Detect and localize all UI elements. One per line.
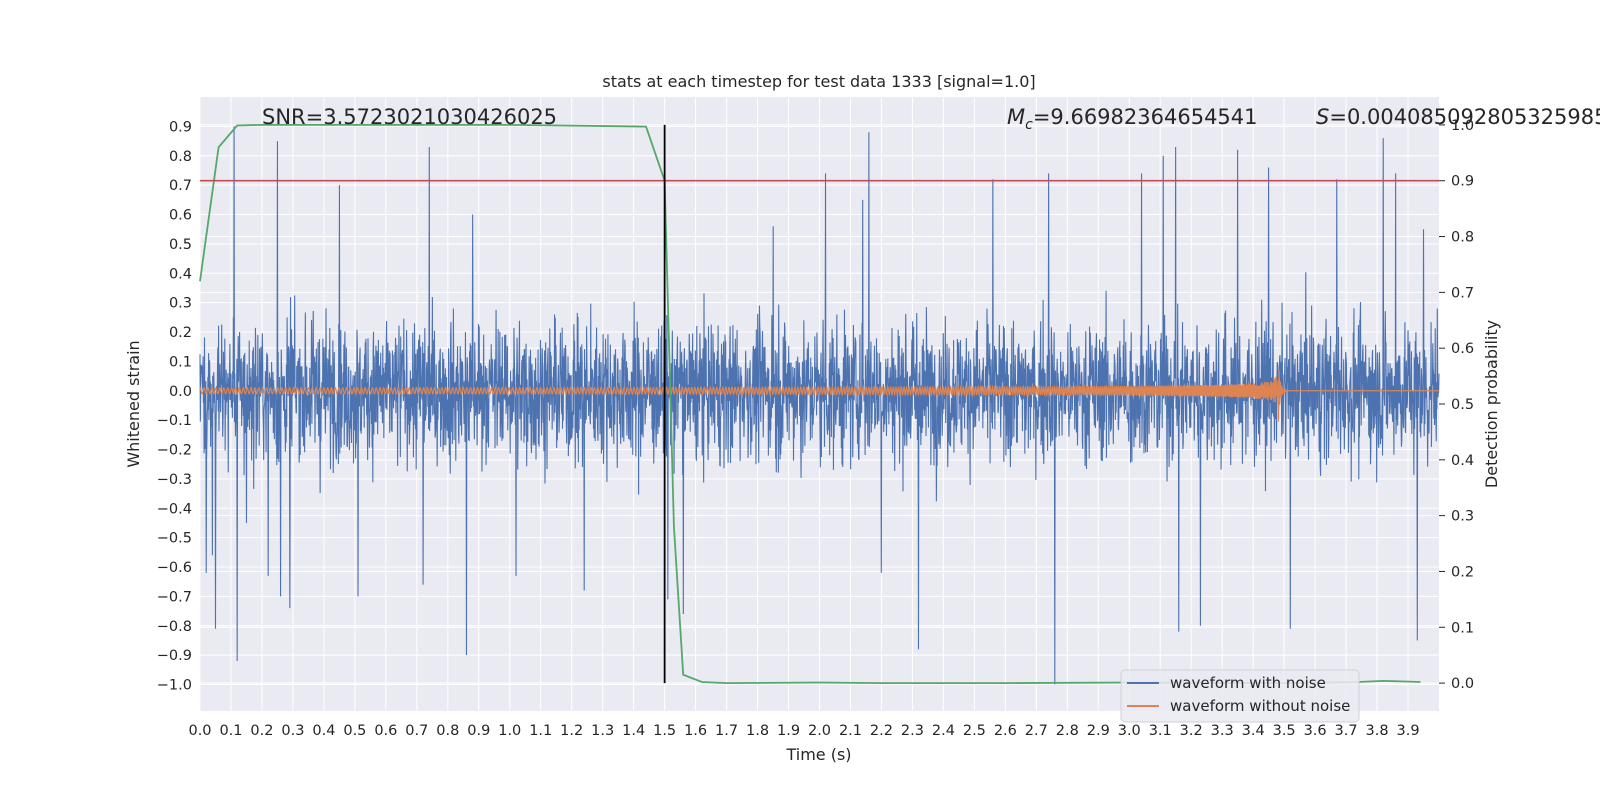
y-tick-label: 0.5 — [169, 237, 192, 253]
reference-lines — [200, 124, 1439, 684]
legend-box — [1120, 669, 1360, 723]
y-tick-label: −0.8 — [157, 619, 192, 635]
y-right-tick-label: 0.1 — [1451, 620, 1474, 636]
y-tick-label: 0.2 — [169, 325, 192, 341]
x-tick-label: 1.6 — [684, 723, 707, 739]
y-right-tick-label: 0.9 — [1451, 174, 1474, 190]
x-tick-label: 3.8 — [1366, 723, 1389, 739]
y-tick-label: −0.6 — [157, 560, 192, 576]
waveform-with-noise-line — [199, 126, 1440, 685]
y-right-tick-label: 0.0 — [1451, 676, 1474, 692]
x-tick-label: 1.4 — [622, 723, 645, 739]
s-symbol: S — [1316, 105, 1329, 129]
waveform-without-noise-line — [199, 369, 1439, 422]
y-tick-label: 0.6 — [169, 208, 192, 224]
x-tick-label: 2.1 — [839, 723, 862, 739]
y-tick-label: −0.3 — [157, 472, 192, 488]
legend: waveform with noise waveform without noi… — [1120, 669, 1360, 723]
x-tick-label: 0.1 — [219, 723, 242, 739]
chirp-mass-value: =9.66982364654541 — [1033, 105, 1258, 129]
y-tick-label: −0.1 — [157, 413, 192, 429]
legend-label-noise: waveform with noise — [1170, 674, 1326, 692]
y-tick-label: −0.4 — [157, 501, 192, 517]
x-tick-label: 3.4 — [1242, 723, 1265, 739]
y-axis-ticks: 0.9 0.8 0.7 0.6 0.5 0.4 0.3 0.2 0.1 0.0 −0.1 −0.2 −0… — [157, 119, 192, 693]
s-value: =0.004085092805325985 — [1329, 105, 1600, 129]
x-tick-label: 0.7 — [405, 723, 428, 739]
x-tick-label: 1.8 — [746, 723, 769, 739]
x-tick-label: 0.4 — [312, 723, 335, 739]
y-right-tick-label: 0.3 — [1451, 509, 1474, 525]
chirp-mass-symbol: M — [1007, 105, 1025, 129]
x-tick-label: 2.4 — [932, 723, 955, 739]
x-tick-label: 0.8 — [436, 723, 459, 739]
s-annotation: S=0.004085092805325985 — [1316, 105, 1600, 129]
y-tick-label: −0.2 — [157, 443, 192, 459]
y-right-tick-label: 0.6 — [1451, 341, 1474, 357]
x-tick-label: 1.5 — [653, 723, 676, 739]
x-tick-label: 2.6 — [994, 723, 1017, 739]
y-right-axis-ticks: 1.0 0.9 0.8 0.7 0.6 0.5 0.4 0.3 0.2 0.1 0.0 — [1439, 118, 1474, 692]
x-tick-label: 2.9 — [1087, 723, 1110, 739]
y-tick-label: −1.0 — [157, 678, 192, 694]
legend-label-clean: waveform without noise — [1170, 697, 1350, 715]
x-tick-label: 1.9 — [777, 723, 800, 739]
x-tick-label: 2.8 — [1056, 723, 1079, 739]
y-tick-label: −0.7 — [157, 589, 192, 605]
x-tick-label: 2.2 — [870, 723, 893, 739]
y-tick-label: 0.3 — [169, 296, 192, 312]
x-tick-label: 3.6 — [1304, 723, 1327, 739]
grid — [199, 97, 1439, 711]
x-tick-label: 0.5 — [343, 723, 366, 739]
x-tick-label: 2.0 — [808, 723, 831, 739]
y-right-tick-label: 0.4 — [1451, 453, 1474, 469]
chirp-mass-annotation: Mc=9.66982364654541 — [1007, 105, 1258, 133]
chirp-mass-subscript: c — [1025, 117, 1033, 133]
x-tick-label: 0.0 — [188, 723, 211, 739]
y-right-tick-label: 0.7 — [1451, 285, 1474, 301]
y-tick-label: 0.8 — [169, 149, 192, 165]
y-tick-label: 0.9 — [169, 119, 192, 135]
y-right-tick-label: 1.0 — [1451, 118, 1474, 134]
y-tick-label: −0.9 — [157, 648, 192, 664]
x-tick-label: 3.0 — [1118, 723, 1141, 739]
x-tick-label: 3.7 — [1335, 723, 1358, 739]
x-tick-label: 3.5 — [1273, 723, 1296, 739]
x-tick-label: 1.0 — [498, 723, 521, 739]
snr-annotation: SNR=3.5723021030426025 — [262, 105, 557, 129]
x-tick-label: 2.5 — [963, 723, 986, 739]
x-tick-label: 3.2 — [1180, 723, 1203, 739]
y-right-tick-label: 0.5 — [1451, 397, 1474, 413]
x-axis-label: Time (s) — [785, 745, 851, 764]
y-tick-label: 0.7 — [169, 178, 192, 194]
x-tick-label: 1.2 — [560, 723, 583, 739]
x-axis-ticks: 0.0 0.1 0.2 0.3 0.4 0.5 0.6 0.7 0.8 0.9 1.0 1.1 1.2 1… — [188, 723, 1419, 739]
x-tick-label: 3.9 — [1396, 723, 1419, 739]
y-tick-label: −0.5 — [157, 531, 192, 547]
chart-title: stats at each timestep for test data 133… — [602, 72, 1035, 91]
x-tick-label: 0.9 — [467, 723, 490, 739]
x-tick-label: 2.3 — [901, 723, 924, 739]
x-tick-label: 3.3 — [1211, 723, 1234, 739]
x-tick-label: 1.7 — [715, 723, 738, 739]
y-right-tick-label: 0.8 — [1451, 230, 1474, 246]
y-tick-label: 0.4 — [169, 266, 192, 282]
y-right-axis-label: Detection probability — [1482, 320, 1501, 488]
x-tick-label: 0.3 — [281, 723, 304, 739]
y-tick-label: 0.1 — [169, 354, 192, 370]
waveform-without-noise-series — [199, 369, 1439, 422]
x-tick-label: 0.2 — [250, 723, 273, 739]
y-axis-label: Whitened strain — [124, 340, 143, 467]
x-tick-label: 3.1 — [1149, 723, 1172, 739]
x-tick-label: 2.7 — [1025, 723, 1048, 739]
y-right-tick-label: 0.2 — [1451, 564, 1474, 580]
x-tick-label: 0.6 — [374, 723, 397, 739]
x-tick-label: 1.1 — [529, 723, 552, 739]
y-tick-label: 0.0 — [169, 384, 192, 400]
x-tick-label: 1.3 — [591, 723, 614, 739]
waveform-with-noise-series — [199, 126, 1440, 685]
